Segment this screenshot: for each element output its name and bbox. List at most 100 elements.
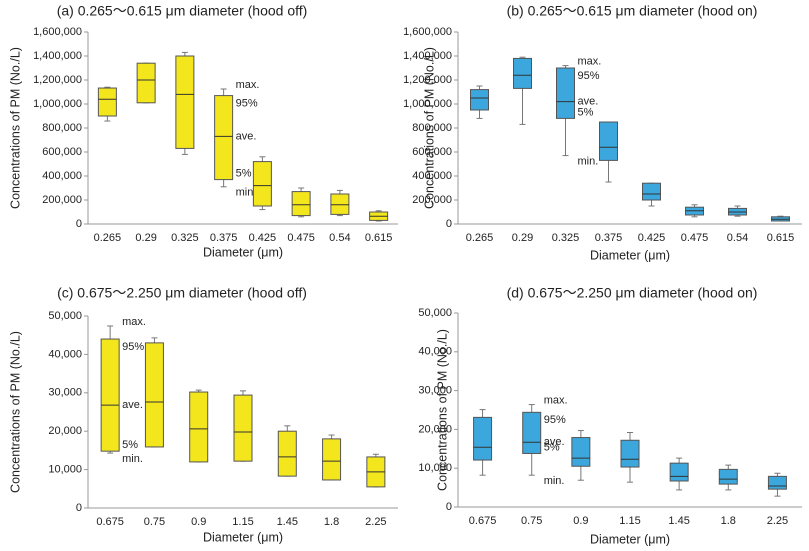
- y-tick-label: 10,000: [48, 464, 82, 476]
- y-tick-label: 1,200,000: [403, 74, 452, 86]
- annotation: max.: [236, 79, 260, 91]
- box: [291, 191, 311, 217]
- box: [97, 87, 117, 117]
- y-tick-label: 1,200,000: [33, 74, 82, 86]
- y-tick-label: 0: [76, 218, 82, 230]
- x-tick-label: 1.15: [232, 516, 253, 528]
- box: [214, 95, 234, 181]
- x-tick-label: 0.325: [171, 232, 199, 244]
- y-axis-label: Concentrations of PM (No./L): [422, 47, 436, 209]
- x-tick-label: 0.75: [144, 516, 165, 528]
- y-tick-label: 10,000: [418, 462, 452, 474]
- y-tick-label: 40,000: [48, 348, 82, 360]
- annotation: 95%: [122, 341, 144, 353]
- y-tick-label: 400,000: [412, 170, 452, 182]
- x-tick-label: 0.325: [552, 232, 580, 244]
- annotation: ave.: [236, 130, 257, 142]
- x-tick-label: 0.29: [512, 232, 533, 244]
- x-tick-label: 0.675: [96, 516, 124, 528]
- x-axis-label: Diameter (μm): [590, 532, 670, 546]
- y-tick-label: 800,000: [42, 122, 82, 134]
- y-tick-label: 1,600,000: [33, 26, 82, 38]
- box: [513, 57, 532, 89]
- x-axis-label: Diameter (μm): [203, 530, 283, 544]
- x-tick-label: 2.25: [365, 516, 386, 528]
- y-tick-label: 0: [76, 502, 82, 514]
- x-tick-label: 0.425: [638, 232, 666, 244]
- y-tick-label: 600,000: [42, 146, 82, 158]
- annotation: 95%: [236, 98, 258, 110]
- box: [473, 416, 493, 461]
- y-tick-label: 30,000: [48, 387, 82, 399]
- x-tick-label: 0.615: [365, 232, 393, 244]
- y-tick-label: 1,600,000: [403, 26, 452, 38]
- y-tick-label: 800,000: [412, 122, 452, 134]
- x-tick-label: 0.9: [573, 515, 588, 527]
- annotation: ave.: [578, 96, 599, 108]
- annotation: min.: [578, 156, 599, 168]
- chart-title: (b) 0.265～0.615 μm diameter (hood on): [507, 3, 758, 19]
- annotation: 5%: [544, 441, 560, 453]
- x-tick-label: 0.265: [94, 232, 122, 244]
- x-tick-label: 0.265: [466, 232, 494, 244]
- y-tick-label: 0: [446, 501, 452, 513]
- x-tick-label: 0.375: [595, 232, 623, 244]
- y-tick-label: 1,000,000: [403, 98, 452, 110]
- x-tick-label: 2.25: [767, 515, 788, 527]
- annotation: max.: [544, 394, 568, 406]
- y-axis-label: Concentrations of PM (No./L): [435, 329, 449, 491]
- y-tick-label: 1,400,000: [33, 50, 82, 62]
- x-tick-label: 0.425: [249, 232, 277, 244]
- x-tick-label: 0.615: [767, 232, 795, 244]
- box: [330, 193, 350, 215]
- box: [100, 338, 120, 452]
- x-tick-label: 1.15: [619, 515, 640, 527]
- box: [599, 121, 618, 161]
- box: [571, 437, 591, 467]
- x-axis-label: Diameter (μm): [590, 248, 670, 262]
- y-tick-label: 400,000: [42, 170, 82, 182]
- y-tick-label: 200,000: [412, 194, 452, 206]
- chart-title: (a) 0.265～0.615 μm diameter (hood off): [57, 3, 308, 19]
- x-tick-label: 0.675: [469, 515, 497, 527]
- y-tick-label: 20,000: [418, 423, 452, 435]
- x-tick-label: 0.375: [210, 232, 238, 244]
- x-tick-label: 0.29: [135, 232, 156, 244]
- annotation: 95%: [544, 414, 566, 426]
- box: [522, 411, 542, 454]
- chart-title: (d) 0.675～2.250 μm diameter (hood on): [507, 285, 758, 301]
- annotation: max.: [578, 56, 602, 68]
- y-axis-label: Concentrations of PM (No./L): [8, 331, 22, 493]
- x-tick-label: 1.45: [668, 515, 689, 527]
- y-tick-label: 600,000: [412, 146, 452, 158]
- box: [620, 439, 640, 468]
- annotation: min.: [544, 475, 565, 487]
- box: [136, 62, 156, 104]
- y-tick-label: 40,000: [418, 346, 452, 358]
- box: [470, 89, 489, 111]
- y-tick-label: 200,000: [42, 194, 82, 206]
- x-tick-label: 0.9: [191, 516, 206, 528]
- annotation: 95%: [578, 70, 600, 82]
- box: [175, 55, 195, 149]
- box: [252, 161, 272, 207]
- chart-title: (c) 0.675～2.250 μm diameter (hood off): [57, 285, 307, 301]
- box: [718, 468, 738, 485]
- x-tick-label: 0.54: [329, 232, 350, 244]
- x-axis-label: Diameter (μm): [203, 245, 283, 259]
- annotation: min.: [236, 187, 257, 199]
- box: [669, 462, 689, 482]
- annotation: ave.: [544, 436, 565, 448]
- y-tick-label: 30,000: [418, 385, 452, 397]
- x-tick-label: 0.475: [287, 232, 315, 244]
- x-tick-label: 0.75: [521, 515, 542, 527]
- annotation: ave.: [122, 399, 143, 411]
- box: [189, 391, 209, 463]
- box: [642, 182, 661, 201]
- box: [233, 394, 253, 462]
- y-tick-label: 50,000: [418, 307, 452, 319]
- x-tick-label: 0.475: [681, 232, 709, 244]
- box: [556, 67, 575, 119]
- x-tick-label: 1.8: [721, 515, 736, 527]
